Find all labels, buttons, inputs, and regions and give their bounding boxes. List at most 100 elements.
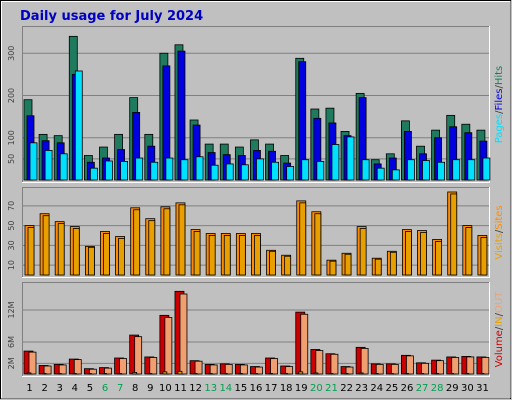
bar-sites-day-14 <box>223 235 231 276</box>
bar-in-day-2 <box>41 373 47 375</box>
x-tick-label-day-9: 9 <box>147 383 153 394</box>
bar-out-day-13 <box>209 364 218 375</box>
bar-in-day-21 <box>328 373 334 375</box>
bar-in-day-5 <box>86 373 92 375</box>
bar-pages-day-17 <box>271 161 279 181</box>
bar-in-day-19 <box>298 371 304 375</box>
bar-pages-day-15 <box>240 164 249 181</box>
legend-item-0-2: Files <box>494 89 505 111</box>
bar-in-day-8 <box>132 371 138 375</box>
legend-0: Pages/Files/Hits <box>494 66 505 144</box>
x-tick-label-day-20: 20 <box>310 383 323 394</box>
legend-item-2-4: OUT <box>494 291 505 313</box>
bar-sites-day-23 <box>359 228 367 276</box>
bar-pages-day-31 <box>482 157 491 181</box>
legend-item-0-1: / <box>494 110 505 114</box>
bar-out-day-30 <box>466 356 475 375</box>
x-tick-label-day-5: 5 <box>87 383 93 394</box>
bar-pages-day-10 <box>165 157 174 181</box>
bar-out-day-12 <box>194 360 203 375</box>
bar-pages-day-9 <box>150 161 159 181</box>
bar-pages-day-11 <box>180 159 189 181</box>
bar-in-day-12 <box>192 373 198 375</box>
bar-sites-day-25 <box>389 251 397 276</box>
bar-in-day-7 <box>117 373 122 375</box>
bar-in-day-23 <box>358 372 364 375</box>
bar-sites-day-10 <box>163 208 171 276</box>
bar-pages-day-5 <box>89 167 98 181</box>
bar-out-day-16 <box>255 366 263 375</box>
bar-in-day-25 <box>388 373 394 375</box>
legend-item-0-0: Pages <box>494 114 505 143</box>
x-tick-label-day-1: 1 <box>26 383 32 394</box>
bar-sites-day-7 <box>118 238 125 276</box>
bar-in-day-14 <box>222 373 228 375</box>
bar-in-day-18 <box>283 373 289 375</box>
bar-sites-day-20 <box>314 213 322 276</box>
x-tick-label-day-23: 23 <box>355 383 368 394</box>
bar-pages-day-26 <box>407 159 415 181</box>
bar-sites-day-26 <box>405 231 412 276</box>
bar-sites-day-6 <box>103 233 110 276</box>
bar-sites-day-21 <box>329 260 337 276</box>
x-tick-label-day-31: 31 <box>476 383 489 394</box>
bar-out-day-25 <box>390 363 399 375</box>
bar-in-day-15 <box>237 373 243 375</box>
bar-in-day-13 <box>207 373 213 375</box>
bar-out-day-26 <box>406 355 414 375</box>
bar-pages-day-4 <box>74 70 83 181</box>
bar-sites-day-29 <box>450 193 458 276</box>
x-tick-label-day-14: 14 <box>219 383 232 394</box>
bar-out-day-2 <box>43 365 52 375</box>
bar-in-day-11 <box>177 370 183 375</box>
bar-sites-day-15 <box>238 235 246 276</box>
bar-out-day-10 <box>164 317 173 375</box>
bar-pages-day-23 <box>361 159 370 181</box>
legend-item-2-0: Volume <box>494 330 505 367</box>
bar-out-day-18 <box>285 366 294 375</box>
bar-out-day-8 <box>134 336 143 375</box>
bar-in-day-22 <box>343 373 349 375</box>
x-tick-label-day-25: 25 <box>386 383 399 394</box>
bar-out-day-20 <box>315 350 324 375</box>
legend-item-2-1: / <box>494 326 505 330</box>
legend-1: Visits/Sites <box>494 205 505 259</box>
bar-out-day-9 <box>149 357 158 375</box>
bar-pages-day-21 <box>331 144 340 181</box>
bar-out-day-6 <box>104 367 112 375</box>
bar-out-day-3 <box>58 364 67 375</box>
bar-out-day-1 <box>28 351 37 375</box>
bar-pages-day-30 <box>467 159 476 181</box>
x-tick-label-day-24: 24 <box>370 383 383 394</box>
bar-sites-day-11 <box>178 204 186 276</box>
y-tick-label-2-2: 12M <box>7 301 16 318</box>
x-tick-label-day-15: 15 <box>235 383 248 394</box>
bar-sites-day-8 <box>133 209 141 276</box>
legend-item-2-3: / <box>494 312 505 316</box>
legend-item-1-2: Sites <box>494 205 505 229</box>
x-tick-label-day-30: 30 <box>461 383 474 394</box>
bar-sites-day-18 <box>284 255 292 276</box>
bar-in-day-31 <box>479 373 485 375</box>
x-tick-label-day-27: 27 <box>416 383 429 394</box>
bar-pages-day-1 <box>29 142 38 181</box>
bar-sites-day-3 <box>57 223 65 276</box>
bar-pages-day-6 <box>105 160 113 181</box>
bar-in-day-1 <box>26 372 32 375</box>
bar-in-day-10 <box>162 371 168 375</box>
x-axis-labels: 1 2 3 4 5 6 7 8 9 10 11 12 13 14 15 16 17 18 19 20 21 22 23 24 2… <box>26 383 488 394</box>
x-tick-label-day-4: 4 <box>72 383 78 394</box>
chart-panels: 50100200300103050702M6M12MPages/Files/Hi… <box>7 26 505 377</box>
y-tick-label-2-0: 2M <box>7 357 16 369</box>
x-tick-label-day-16: 16 <box>250 383 263 394</box>
bar-sites-day-30 <box>465 227 473 276</box>
bar-in-day-17 <box>268 373 273 375</box>
bar-out-day-17 <box>270 358 278 375</box>
bar-out-day-29 <box>451 357 460 375</box>
bar-sites-day-31 <box>480 237 488 276</box>
x-tick-label-day-26: 26 <box>401 383 414 394</box>
y-tick-label-0-3: 300 <box>7 46 16 61</box>
y-tick-label-1-1: 30 <box>7 240 16 250</box>
bar-pages-day-13 <box>210 164 219 181</box>
